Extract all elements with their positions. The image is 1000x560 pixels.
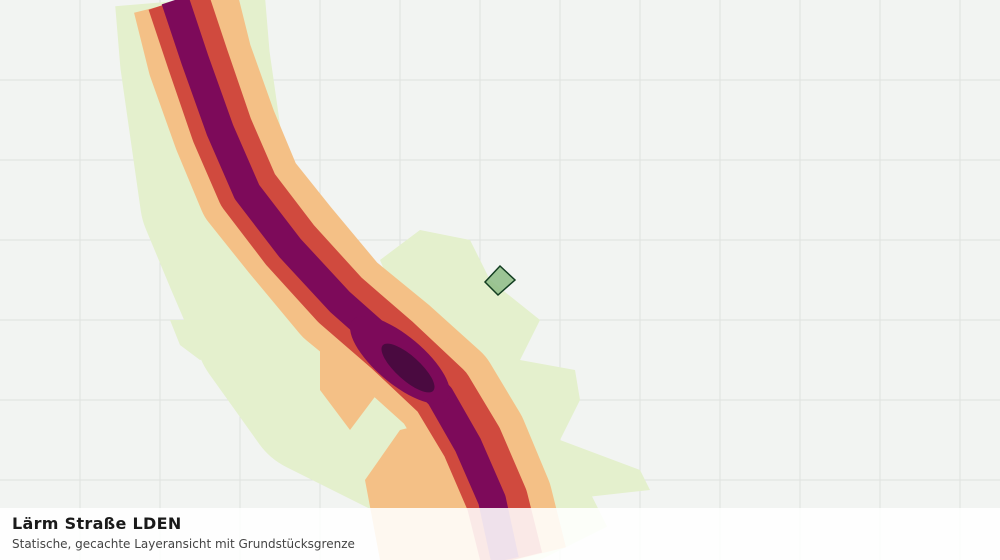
info-panel: Lärm Straße LDEN Statische, gecachte Lay… xyxy=(0,508,1000,560)
layer-title: Lärm Straße LDEN xyxy=(12,514,182,533)
noise-core-dark xyxy=(381,343,435,393)
noise-area-west xyxy=(170,320,230,360)
layer-subtitle: Statische, gecachte Layeransicht mit Gru… xyxy=(12,537,355,551)
noise-band-very-high xyxy=(161,0,519,560)
noise-bands xyxy=(115,0,650,560)
noise-area-east xyxy=(380,230,650,500)
parcel-boundary xyxy=(483,264,517,297)
